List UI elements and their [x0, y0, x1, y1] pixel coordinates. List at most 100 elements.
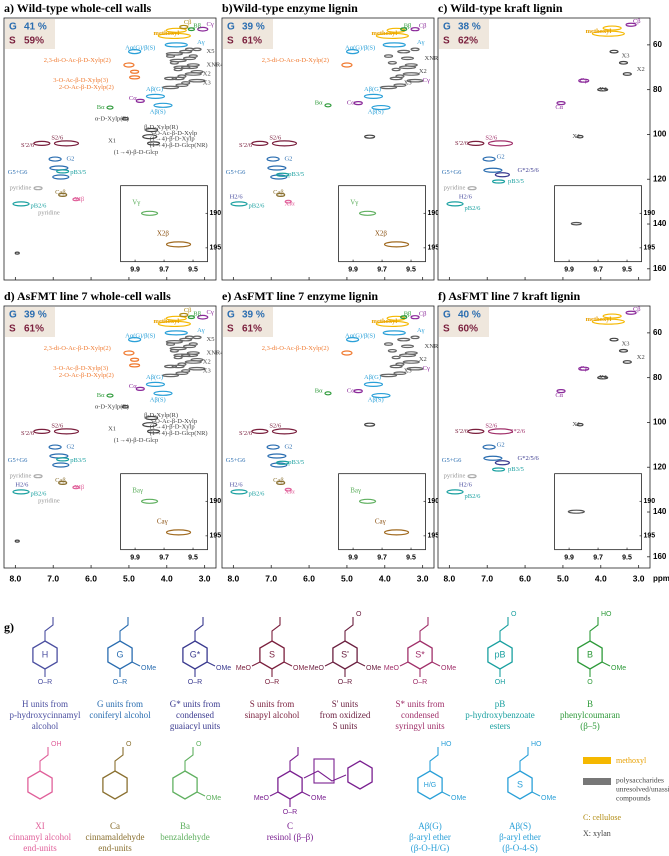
cross-peak — [267, 453, 287, 459]
bond — [301, 791, 311, 797]
peak-label: G*2/5/6 — [518, 455, 540, 462]
x-tick-label: 7.0 — [481, 573, 493, 583]
inset-frame — [120, 185, 208, 263]
cross-peak — [52, 462, 70, 468]
s-percent: 59% — [24, 36, 44, 47]
cross-peak — [467, 140, 485, 147]
x-tick-label: 7.0 — [265, 573, 277, 583]
inset-peak-label: Vγ — [132, 199, 140, 207]
peak-label: pB2/6 — [249, 491, 266, 498]
caption: G* units from — [170, 699, 221, 709]
cross-peak — [276, 480, 286, 486]
peak-label: G2 — [497, 153, 505, 160]
cross-peak — [187, 315, 195, 320]
peak-label: methoxyl — [586, 316, 612, 323]
x-tick-label: 8.0 — [443, 573, 455, 583]
peak-label: (1→4)-β-D-Glcp(NR) — [150, 142, 208, 149]
peak-label: Aα(G)/β(S) — [125, 45, 155, 52]
g-label: G — [443, 22, 451, 33]
caption: guaiacyl units — [170, 721, 221, 731]
substituent: MeO — [236, 665, 252, 672]
peak-label: pB3/5 — [70, 457, 86, 464]
cross-peak — [364, 134, 376, 139]
cross-peak — [556, 100, 566, 106]
cross-peak — [123, 350, 135, 356]
cross-peak — [106, 105, 114, 110]
s-percent: 60% — [458, 324, 478, 335]
section-label: g) — [4, 620, 14, 634]
substituent: O — [126, 741, 132, 748]
ratio-box — [5, 19, 55, 49]
ring — [102, 770, 128, 800]
peak-label: Aα(G)/β(S) — [345, 333, 375, 340]
cross-peak — [375, 32, 409, 40]
caption: p-hydroxycinnamyl — [10, 710, 81, 720]
bond — [251, 661, 261, 667]
s-percent: 62% — [458, 36, 478, 47]
peak-label: XNR4 — [207, 62, 225, 69]
substituent: OMe — [293, 665, 308, 672]
cross-peak — [130, 69, 140, 74]
panel-title: d) AsFMT line 7 whole-cell walls — [4, 289, 171, 303]
peak-label: G5+G6 — [442, 169, 462, 176]
peak-label: XIβ — [74, 484, 85, 491]
inset-x-tick-label: 9.9 — [564, 555, 574, 562]
cross-peak — [146, 141, 161, 146]
peak-label: S*2/6 — [510, 428, 526, 435]
cross-peak — [14, 539, 20, 543]
peak-label: XIα — [284, 200, 295, 207]
g-percent: 40 % — [458, 310, 481, 321]
cross-peak — [184, 335, 195, 340]
side-chain — [344, 617, 354, 641]
peak-label: methoxyl — [586, 28, 612, 35]
peak-label: Cα — [129, 95, 137, 102]
cross-peak — [576, 422, 584, 427]
cross-peak — [383, 342, 394, 346]
inset-peak-label: Baγ — [350, 487, 361, 495]
cross-peak — [145, 381, 166, 387]
peak-label: XNR4 — [425, 55, 443, 62]
cross-peak — [402, 360, 420, 364]
cross-peak — [181, 369, 191, 373]
cross-peak — [597, 375, 609, 380]
cross-peak — [487, 140, 514, 147]
cross-peak — [364, 422, 376, 427]
cross-peak — [609, 49, 619, 54]
cross-peak — [179, 312, 189, 318]
x-tick-label: 6.0 — [519, 573, 531, 583]
substituent: O–R — [113, 679, 127, 686]
cross-peak — [121, 116, 129, 121]
side-chain — [519, 747, 529, 771]
inset-x-tick-label: 9.7 — [159, 555, 169, 562]
g-label: G — [443, 310, 451, 321]
peak-label: Cγ — [580, 77, 587, 84]
ring-label: S* — [415, 649, 425, 659]
peak-label: H2/6 — [15, 482, 29, 489]
substituent: OMe — [311, 795, 326, 802]
caption: S units from — [250, 699, 295, 709]
peak-label: pB3/5 — [508, 466, 524, 473]
peak-label: (1→4)-β-D-Glcp — [114, 437, 158, 444]
peak-label: S'2/6 — [239, 430, 253, 437]
cross-peak — [387, 60, 397, 65]
peak-label: H2/6 — [230, 194, 244, 201]
ratio-box — [223, 19, 273, 49]
inset-y-tick-label: 195 — [428, 245, 440, 252]
panel-title: e) AsFMT line 7 enzyme lignin — [222, 289, 378, 303]
peak-label: Aβ(S) — [150, 397, 166, 404]
legend-swatch — [583, 778, 611, 785]
substituent: OMe — [541, 795, 556, 802]
cross-peak — [173, 65, 191, 70]
cross-peak — [602, 25, 622, 31]
cross-peak — [397, 337, 411, 342]
peak-label: pyridine — [444, 473, 466, 480]
side-chain — [44, 617, 54, 641]
cross-peak — [387, 348, 397, 353]
cross-peak — [190, 69, 204, 74]
peak-label: Aβ(G) — [146, 374, 163, 381]
cross-peak — [181, 81, 191, 85]
cross-peak — [146, 429, 161, 434]
legend-text: unresolved/unassigned — [616, 785, 669, 794]
caption: (β–5) — [580, 721, 600, 731]
peak-label: X3 — [622, 53, 630, 60]
